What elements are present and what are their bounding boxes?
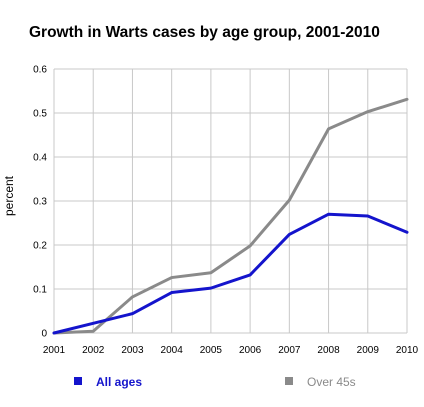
y-axis-label: percent bbox=[2, 175, 16, 216]
y-tick-label: 0.6 bbox=[33, 65, 47, 76]
y-tick-label: 0.4 bbox=[33, 153, 47, 164]
x-tick-label: 2001 bbox=[43, 345, 66, 356]
x-tick-label: 2010 bbox=[396, 345, 419, 356]
series-line-all-ages bbox=[52, 212, 409, 335]
y-tick-label: 0.5 bbox=[33, 109, 47, 120]
legend-label-over-45s: Over 45s bbox=[307, 375, 356, 389]
legend: All ages Over 45s bbox=[74, 375, 356, 389]
legend-swatch-all-ages bbox=[74, 377, 82, 385]
legend-swatch-over-45s bbox=[285, 377, 293, 385]
y-tick-labels: 0 0.1 0.2 0.3 0.4 0.5 0.6 bbox=[33, 65, 47, 340]
legend-label-all-ages: All ages bbox=[96, 375, 142, 389]
x-tick-label: 2009 bbox=[357, 345, 380, 356]
x-tick-label: 2003 bbox=[121, 345, 144, 356]
y-tick-label: 0.2 bbox=[33, 241, 47, 252]
series-line-over-45s bbox=[52, 97, 409, 335]
x-tick-label: 2002 bbox=[82, 345, 105, 356]
x-tick-label: 2004 bbox=[161, 345, 184, 356]
chart-title: Growth in Warts cases by age group, 2001… bbox=[29, 24, 380, 41]
x-tick-label: 2008 bbox=[317, 345, 340, 356]
x-tick-label: 2005 bbox=[200, 345, 223, 356]
y-tick-label: 0.3 bbox=[33, 197, 47, 208]
series-lines bbox=[52, 97, 409, 335]
x-tick-labels: 2001 2002 2003 2004 2005 2006 2007 2008 2009 2010 bbox=[43, 345, 419, 356]
x-tick-label: 2007 bbox=[278, 345, 301, 356]
x-tick-label: 2006 bbox=[239, 345, 262, 356]
y-tick-label: 0.1 bbox=[33, 285, 47, 296]
grid bbox=[53, 68, 408, 334]
y-tick-label: 0 bbox=[41, 329, 47, 340]
